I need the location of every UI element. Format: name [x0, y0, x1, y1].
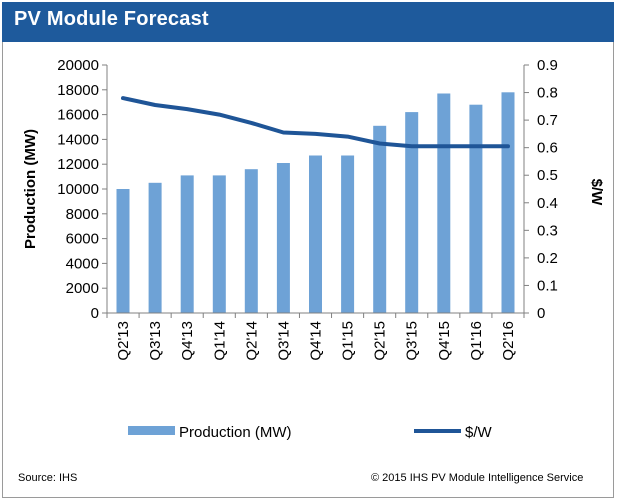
x-tick-label: Q2'13	[115, 321, 132, 361]
y-tick-label-left: 16000	[57, 107, 99, 124]
x-tick-label: Q3'13	[147, 321, 164, 361]
x-tick-label: Q3'14	[275, 321, 292, 361]
x-tick-label: Q2'14	[243, 321, 260, 361]
bar-1	[148, 182, 162, 313]
y-tick-label-left: 18000	[57, 82, 99, 99]
x-tick-label: Q1'14	[211, 321, 228, 361]
y-tick-label-right: 0	[537, 305, 545, 322]
bar-6	[309, 155, 322, 313]
y-tick-label-left: 12000	[57, 156, 99, 173]
y-tick-label-left: 6000	[66, 231, 99, 248]
y-tick-label-right: 0.6	[537, 140, 558, 157]
y-tick-label-right: 0.4	[537, 195, 558, 212]
legend-label-price: $/W	[465, 424, 493, 441]
bar-11	[469, 104, 483, 313]
y-axis-title-left: Production (MW)	[22, 129, 39, 249]
y-tick-label-left: 8000	[66, 206, 99, 223]
y-tick-label-left: 20000	[57, 57, 99, 74]
legend-swatch-production	[128, 426, 175, 435]
bar-4	[244, 169, 258, 313]
y-tick-label-right: 0.1	[537, 277, 558, 294]
bar-0	[116, 189, 130, 313]
copyright-note: © 2015 IHS PV Module Intelligence Servic…	[371, 472, 584, 484]
x-tick-label: Q3'15	[404, 321, 421, 361]
y-axis-title-right: $/W	[588, 179, 605, 207]
bar-3	[212, 175, 226, 313]
y-tick-label-right: 0.8	[537, 85, 558, 102]
y-tick-label-left: 14000	[57, 131, 99, 148]
source-note: Source: IHS	[18, 472, 78, 484]
x-tick-label: Q2'15	[372, 321, 389, 361]
x-tick-label: Q4'14	[308, 321, 325, 361]
y-tick-label-right: 0.2	[537, 250, 558, 267]
bar-7	[341, 155, 355, 313]
legend-label-production: Production (MW)	[179, 424, 292, 441]
bar-5	[276, 163, 290, 313]
y-tick-label-left: 0	[91, 305, 99, 322]
price-line	[121, 96, 510, 149]
x-tick-label: Q4'13	[179, 321, 196, 361]
y-tick-label-left: 4000	[66, 255, 99, 272]
x-tick-label: Q4'15	[436, 321, 453, 361]
y-tick-label-left: 10000	[57, 181, 99, 198]
chart-title: PV Module Forecast	[14, 8, 209, 30]
bar-8	[373, 125, 387, 313]
bar-12	[501, 92, 515, 313]
title-bar: PV Module Forecast	[2, 2, 614, 42]
y-tick-label-right: 0.7	[537, 112, 558, 129]
x-tick-label: Q1'15	[340, 321, 357, 361]
bar-2	[180, 175, 194, 313]
bar-9	[405, 112, 419, 313]
y-tick-label-right: 0.5	[537, 167, 558, 184]
x-tick-label: Q1'16	[468, 321, 485, 361]
y-tick-label-left: 2000	[66, 280, 99, 297]
x-tick-label: Q2'16	[500, 321, 517, 361]
y-tick-label-right: 0.3	[537, 222, 558, 239]
y-tick-label-right: 0.9	[537, 57, 558, 74]
bar-10	[437, 93, 451, 313]
